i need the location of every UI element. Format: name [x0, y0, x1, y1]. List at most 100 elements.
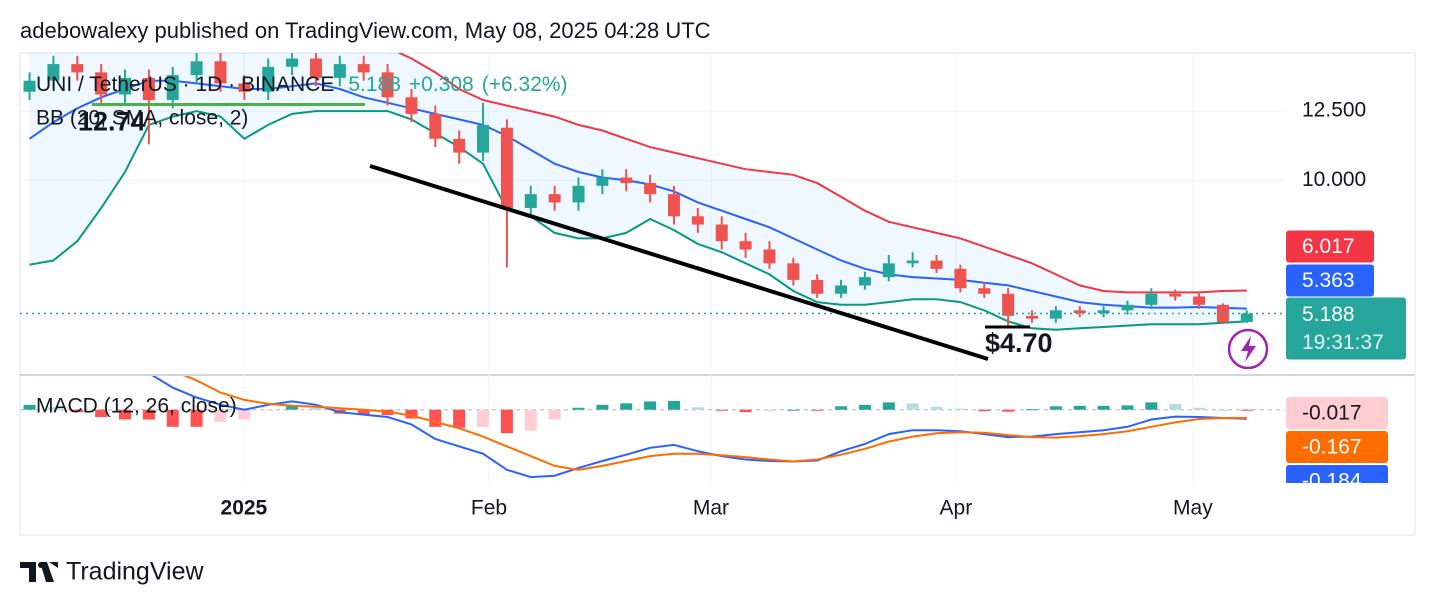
histogram-bar: [71, 409, 84, 413]
macd-badges: -0.017 -0.167 -0.184: [1286, 397, 1388, 493]
histogram-bar: [596, 404, 609, 410]
candle-body: [286, 58, 299, 67]
histogram-bar: [763, 409, 776, 412]
macd-pane: [20, 376, 1285, 479]
histogram-bar: [119, 409, 132, 420]
histogram-bar: [739, 409, 752, 413]
histogram-bar: [667, 400, 680, 410]
macd-line: [183, 376, 1247, 471]
histogram-bar: [190, 409, 203, 427]
histogram-bar: [477, 409, 490, 427]
macd-badge: [1286, 465, 1388, 483]
price-badges: 5.188 19:31:37 5.363 6.017: [1286, 230, 1406, 360]
candle-body: [548, 194, 561, 203]
candle-body: [954, 268, 967, 289]
macd-badge: [1286, 397, 1388, 429]
candle-body: [405, 97, 418, 114]
histogram-bar: [453, 409, 466, 428]
histogram-bar: [95, 409, 108, 418]
histogram-bar: [1026, 409, 1038, 411]
macd-legend: MACD (12, 26, close): [36, 395, 237, 418]
candle-body: [858, 277, 871, 286]
candle-body: [1121, 304, 1134, 311]
candle-body: [1073, 310, 1086, 314]
histogram-bar: [978, 409, 991, 412]
candle-body: [691, 216, 704, 225]
frame: [19, 52, 1416, 536]
histogram-bar: [1121, 405, 1134, 410]
histogram-bar: [1240, 409, 1253, 411]
histogram-bar: [835, 406, 848, 410]
candle-body: [930, 260, 943, 269]
histogram-bar: [1216, 409, 1229, 411]
legend: UNI / TetherUS · 1D · BINANCE 5.188 +0.308…: [36, 73, 568, 418]
annotation-label: 12.74: [78, 107, 146, 137]
candle-body: [333, 64, 346, 78]
symbol: UNI / TetherUS · 1D · BINANCE: [36, 73, 334, 96]
x-tick-label: 2025: [221, 497, 268, 520]
footer-logo: [20, 562, 58, 582]
candle-body: [166, 75, 179, 101]
candle-body: [238, 83, 251, 92]
histogram-bar: [882, 402, 895, 410]
candle-body: [95, 72, 108, 95]
price-pane: [20, 53, 1285, 331]
histogram-bar: [930, 406, 943, 410]
histogram-bar: [620, 403, 633, 410]
candle-body: [739, 241, 752, 250]
last-price: 5.188: [348, 73, 401, 96]
candle-body: [71, 64, 84, 73]
candle-body: [524, 194, 537, 208]
candle-body: [429, 113, 442, 139]
histogram-bar: [572, 407, 585, 410]
candle-body: [47, 64, 60, 81]
candle-body: [1049, 310, 1062, 319]
change-pct: (+6.32%): [482, 73, 568, 96]
candle-body: [190, 61, 203, 76]
histogram-bar: [548, 409, 561, 420]
candle-body: [882, 263, 895, 278]
candle-body: [763, 249, 776, 264]
candle-body: [453, 138, 466, 153]
footer: TradingView: [66, 558, 205, 586]
histogram-bar: [23, 404, 36, 410]
histogram-bar: [1097, 405, 1110, 410]
candle-body: [644, 183, 657, 195]
candle-body: [1169, 293, 1182, 297]
histogram-bar: [1145, 402, 1158, 410]
countdown: 19:31:37: [1302, 331, 1384, 354]
candle-body: [1002, 293, 1015, 316]
bb-legend: BB (20, SMA, close, 2): [36, 107, 248, 130]
candle-body: [142, 77, 155, 101]
histogram-bar: [524, 409, 537, 431]
candle-body: [596, 177, 609, 186]
macd-line: [151, 376, 1247, 479]
histogram-bar: [47, 407, 60, 410]
axes: 2025 Feb Mar Apr May 12.500 10.000: [20, 53, 1366, 520]
candle-body: [715, 224, 728, 242]
histogram-bar: [429, 409, 442, 427]
price-badge: [1286, 264, 1374, 297]
histogram-bar: [1049, 406, 1062, 410]
macd-badge-label: -0.184: [1302, 470, 1362, 493]
x-tick-label: Mar: [693, 497, 729, 520]
candle-body: [119, 77, 132, 95]
candle-body: [620, 177, 633, 184]
candle-body: [1240, 313, 1253, 322]
candle-body: [667, 194, 680, 217]
histogram-bar: [405, 409, 418, 419]
price-badge: [1286, 297, 1406, 360]
macd-badge-label: -0.167: [1302, 436, 1362, 459]
candle-body: [835, 285, 848, 294]
histogram-bar: [715, 409, 728, 411]
price-badge-label: 6.017: [1302, 235, 1355, 258]
candle-body: [1145, 293, 1158, 305]
histogram-bar: [858, 404, 871, 410]
price-badge: [1286, 230, 1374, 263]
candle-body: [1026, 315, 1038, 319]
alert-icon[interactable]: [1227, 328, 1269, 370]
candle-body: [572, 185, 585, 203]
band-fill: [29, 53, 1247, 330]
